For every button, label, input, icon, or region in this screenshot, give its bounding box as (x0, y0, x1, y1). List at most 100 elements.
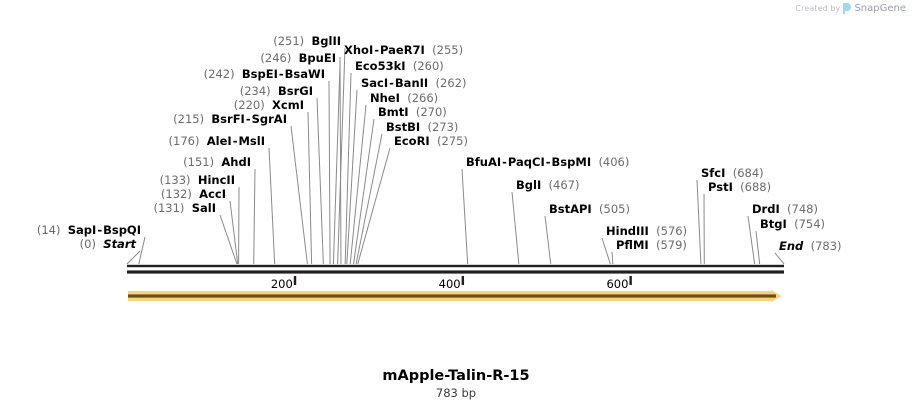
feature-label[interactable]: BstBI (273) (386, 121, 458, 134)
feature-position: (242) (203, 67, 235, 81)
orf-arrow-core-line (128, 294, 776, 298)
feature-leader-line (349, 104, 367, 265)
feature-position: (754) (794, 217, 826, 231)
feature-leader-line (461, 168, 469, 265)
feature-label[interactable]: Eco53kI (260) (355, 60, 444, 73)
feature-label[interactable]: EcoRI (275) (394, 135, 468, 148)
feature-position: (273) (427, 120, 459, 134)
feature-name: SfcI (701, 166, 726, 180)
feature-position: (251) (273, 34, 305, 48)
feature-leader-line (747, 215, 756, 265)
feature-name: Eco53kI (355, 59, 406, 73)
feature-leader-line (355, 133, 383, 265)
feature-name: BtgI (760, 217, 787, 231)
name-separator: - (389, 76, 394, 90)
feature-leader-line (253, 168, 256, 265)
feature-leader-line (346, 89, 358, 265)
feature-position: (14) (36, 223, 61, 237)
ruler-tick-label: 400 (438, 277, 461, 291)
feature-name: NheI (370, 91, 400, 105)
feature-position: (576) (656, 224, 688, 238)
feature-label[interactable]: (151) AhdI (183, 156, 251, 169)
feature-label[interactable]: BstAPI (505) (549, 203, 630, 216)
feature-label[interactable]: BfuAI-PaqCI-BspMI (406) (466, 156, 629, 169)
feature-label[interactable]: (131) SalI (153, 202, 216, 215)
feature-leader-line (353, 118, 375, 265)
name-separator: - (232, 134, 238, 148)
feature-position: (262) (435, 76, 467, 90)
feature-label[interactable]: BglI (467) (516, 179, 579, 192)
feature-name: BspQI (103, 223, 141, 237)
feature-label[interactable]: End (783) (779, 240, 842, 253)
feature-name: BstAPI (549, 202, 592, 216)
feature-position: (505) (599, 202, 630, 216)
map-title: mApple-Talin-R-15 (382, 368, 530, 384)
feature-position: (131) (153, 201, 185, 215)
feature-label[interactable]: NheI (266) (370, 92, 438, 105)
feature-leader-line (290, 125, 308, 265)
feature-label[interactable]: PstI (688) (708, 181, 771, 194)
feature-leader-line (774, 252, 785, 265)
name-separator: - (545, 155, 551, 169)
feature-label[interactable]: BtgI (754) (760, 218, 825, 231)
feature-label[interactable]: HindIII (576) (606, 225, 687, 238)
feature-position: (133) (159, 173, 191, 187)
feature-position: (783) (810, 239, 842, 253)
feature-name: SgrAI (251, 112, 287, 126)
feature-position: (220) (233, 98, 265, 112)
feature-name: DrdI (752, 202, 780, 216)
feature-label[interactable]: (220) XcmI (234, 99, 304, 112)
feature-label[interactable]: PflMI (579) (616, 239, 687, 252)
feature-label[interactable]: (176) AleI-MslI (169, 135, 265, 148)
feature-leader-line (126, 250, 141, 265)
feature-position: (246) (260, 51, 292, 65)
feature-label[interactable]: (246) BpuEI (260, 52, 336, 65)
feature-leader-line (601, 237, 611, 265)
feature-label[interactable]: (251) BglII (273, 35, 341, 48)
feature-leader-line (511, 191, 520, 265)
feature-label[interactable]: (234) BsrGI (240, 85, 313, 98)
name-separator: - (245, 112, 251, 126)
feature-label[interactable]: XhoI-PaeR7I (255) (344, 44, 463, 57)
feature-position: (579) (656, 238, 687, 252)
feature-name: BsrGI (278, 84, 313, 98)
name-separator: - (278, 67, 284, 81)
backbone-strand-top (127, 264, 784, 268)
feature-leader-line (268, 147, 276, 265)
feature-leader-line (219, 214, 238, 265)
feature-name: BspMI (551, 155, 592, 169)
feature-name: SalI (191, 201, 216, 215)
feature-label[interactable]: DrdI (748) (752, 203, 818, 216)
watermark-prefix: Created by (795, 4, 841, 13)
map-length-label: 783 bp (435, 386, 477, 400)
feature-position: (275) (437, 134, 468, 148)
feature-label[interactable]: (14) SapI-BspQI (37, 224, 141, 237)
feature-name: End (779, 239, 804, 253)
feature-label[interactable]: (133) HincII (160, 174, 235, 187)
feature-position: (151) (183, 155, 215, 169)
ruler-tick-mark (461, 276, 465, 285)
feature-name: AccI (199, 187, 226, 201)
feature-name: HincII (197, 173, 235, 187)
snapgene-logo-icon (843, 3, 852, 14)
feature-label[interactable]: (132) AccI (161, 188, 226, 201)
feature-name: BglII (311, 34, 342, 48)
feature-label[interactable]: (215) BsrFI-SgrAI (173, 113, 287, 126)
feature-position: (255) (432, 43, 464, 57)
feature-leader-line (328, 80, 331, 265)
feature-label[interactable]: (242) BspEI-BsaWI (204, 68, 325, 81)
feature-name: Start (103, 237, 136, 251)
feature-leader-line (229, 200, 239, 265)
feature-name: SapI (67, 223, 97, 237)
feature-label[interactable]: (0) Start (80, 238, 136, 251)
feature-position: (270) (415, 105, 447, 119)
feature-position: (234) (239, 84, 271, 98)
feature-label[interactable]: SfcI (684) (701, 167, 764, 180)
feature-position: (467) (548, 178, 580, 192)
feature-name: MslI (238, 134, 265, 148)
feature-label[interactable]: SacI-BanII (262) (361, 77, 466, 90)
feature-position: (215) (173, 112, 205, 126)
feature-label[interactable]: BmtI (270) (378, 106, 447, 119)
feature-leader-line (344, 72, 352, 265)
